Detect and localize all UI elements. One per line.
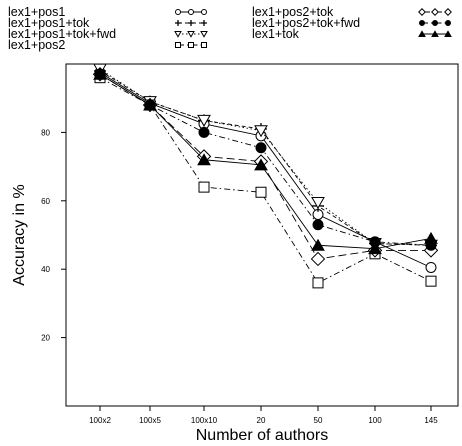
legend-item: lex1+pos1	[8, 5, 207, 19]
marker-square-open	[175, 42, 181, 48]
marker-diamond-open	[310, 251, 326, 267]
y-tick-label: 20	[41, 334, 50, 343]
marker-triangle-up-filled	[418, 30, 426, 37]
series-lex1-pos1-tok-fwd	[93, 63, 438, 252]
x-tick-label: 100x5	[139, 416, 161, 425]
legend-label: lex1+pos2+tok+fwd	[252, 16, 360, 30]
marker-circle-open	[188, 9, 194, 15]
marker-diamond-open	[418, 8, 426, 16]
marker-triangle-down-open	[254, 125, 268, 138]
legend: lex1+pos1lex1+pos1+toklex1+pos1+tok+fwdl…	[8, 5, 452, 52]
marker-circle-filled	[445, 20, 451, 26]
marker-triangle-down-open	[174, 31, 182, 38]
marker-plus	[201, 20, 207, 26]
marker-triangle-up-filled	[311, 238, 325, 251]
legend-item: lex1+pos2+tok+fwd	[252, 16, 451, 30]
series-line	[99, 68, 432, 246]
legend-item: lex1+pos2+tok	[252, 5, 452, 19]
marker-triangle-down-open	[197, 114, 211, 127]
marker-circle-filled	[432, 20, 438, 26]
legend-label: lex1+pos2+tok	[252, 5, 334, 19]
plot-frame	[65, 63, 459, 407]
marker-triangle-down-open	[187, 31, 195, 38]
marker-circle-filled	[312, 219, 324, 231]
legend-label: lex1+pos1	[8, 5, 65, 19]
marker-triangle-down-open	[200, 31, 208, 38]
legend-label: lex1+pos2	[8, 38, 65, 52]
marker-circle-filled	[419, 20, 425, 26]
x-tick-label: 100	[368, 416, 382, 425]
marker-triangle-up-filled	[197, 153, 211, 166]
marker-square-open	[312, 277, 324, 289]
marker-triangle-up-filled	[368, 242, 382, 255]
marker-circle-open	[425, 261, 437, 273]
legend-item: lex1+pos1+tok+fwd	[8, 27, 208, 41]
marker-square-open	[188, 42, 194, 48]
marker-triangle-up-filled	[431, 30, 439, 37]
x-tick-label: 100x2	[89, 416, 111, 425]
x-tick-label: 50	[314, 416, 323, 425]
legend-label: lex1+pos1+tok+fwd	[8, 27, 116, 41]
marker-plus	[188, 20, 194, 26]
marker-square-open	[201, 42, 207, 48]
legend-item: lex1+pos1+tok	[8, 16, 207, 30]
y-tick-label: 60	[41, 197, 50, 206]
marker-triangle-up-filled	[424, 231, 438, 244]
marker-triangle-up-filled	[93, 67, 107, 80]
marker-triangle-up-filled	[444, 30, 452, 37]
marker-diamond-open	[431, 8, 439, 16]
marker-circle-filled	[255, 142, 267, 154]
marker-circle-open	[201, 9, 207, 15]
legend-label: lex1+tok	[252, 27, 300, 41]
y-tick-label: 80	[41, 128, 50, 137]
marker-square-open	[425, 275, 437, 287]
marker-plus	[175, 20, 181, 26]
series-group	[92, 63, 439, 289]
x-tick-label: 100x10	[191, 416, 218, 425]
x-axis-label: Number of authors	[196, 427, 329, 444]
marker-square-open	[198, 181, 210, 193]
marker-square-open	[255, 186, 267, 198]
legend-item: lex1+pos2	[8, 38, 207, 52]
y-axis-label: Accuracy in %	[11, 184, 28, 285]
y-tick-label: 40	[41, 265, 50, 274]
marker-triangle-up-filled	[143, 98, 157, 111]
series-lex1-pos1-tok	[94, 64, 437, 252]
axes: 20 40 60 80 100x2 100x5 100x10 20 50 100 145	[41, 63, 459, 425]
marker-circle-filled	[198, 126, 210, 138]
series-lex1-tok	[93, 67, 438, 255]
x-tick-label: 20	[257, 416, 266, 425]
legend-label: lex1+pos1+tok	[8, 16, 90, 30]
marker-triangle-down-open	[311, 197, 325, 210]
marker-circle-open	[175, 9, 181, 15]
marker-triangle-up-filled	[254, 158, 268, 171]
x-tick-label: 145	[424, 416, 438, 425]
legend-item: lex1+tok	[252, 27, 452, 41]
marker-diamond-open	[444, 8, 452, 16]
